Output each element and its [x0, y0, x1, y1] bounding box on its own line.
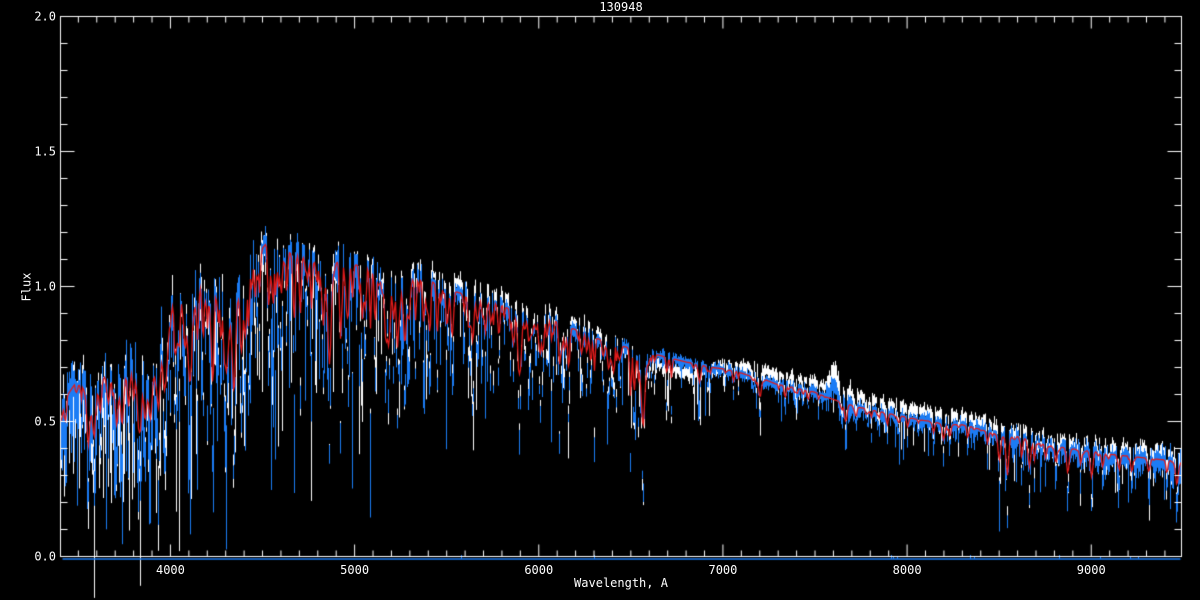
- x-tick-label: 5000: [340, 562, 370, 577]
- y-tick-label: 0.5: [34, 414, 56, 428]
- y-tick-label: 1.0: [34, 279, 56, 293]
- chart-title: 130948: [599, 0, 643, 14]
- x-tick-label: 9000: [1076, 562, 1106, 577]
- x-tick-label: 4000: [155, 562, 185, 577]
- y-tick-label: 2.0: [34, 9, 56, 23]
- x-tick-label: 6000: [524, 562, 554, 577]
- y-tick-label: 0.0: [34, 549, 56, 563]
- y-tick-label: 1.5: [34, 144, 56, 158]
- x-tick-label: 7000: [708, 562, 738, 577]
- x-tick-label: 8000: [892, 562, 922, 577]
- x-axis-title: Wavelength, A: [574, 575, 668, 590]
